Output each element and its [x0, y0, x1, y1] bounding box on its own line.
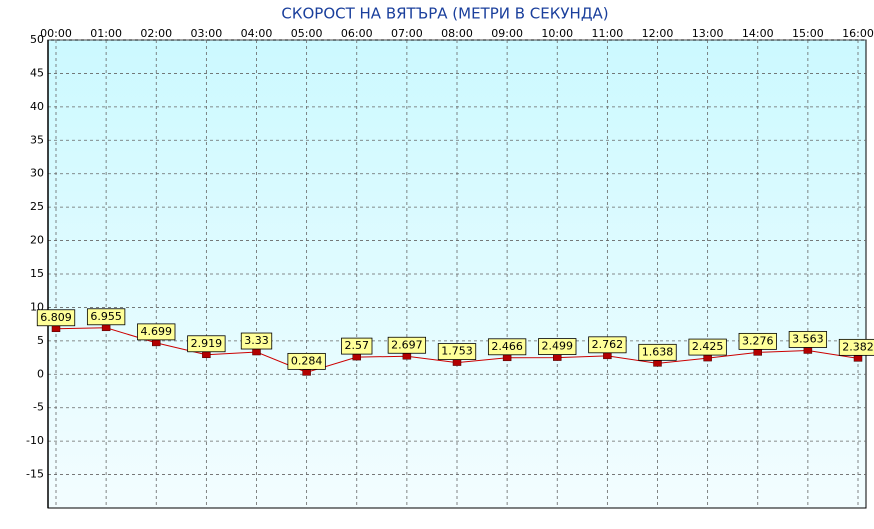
data-label: 6.955 [90, 310, 122, 323]
y-tick-label: -15 [26, 468, 44, 481]
x-tick-label: 14:00 [742, 27, 774, 40]
x-tick-label: 16:00 [842, 27, 874, 40]
data-label-box [240, 332, 273, 350]
data-label-box [36, 309, 76, 327]
data-label-box [137, 323, 176, 341]
data-marker [553, 354, 562, 361]
data-label: 2.425 [692, 340, 724, 353]
x-tick-label: 04:00 [241, 27, 273, 40]
data-marker [853, 355, 863, 362]
y-tick-label: 40 [30, 100, 44, 113]
data-marker [202, 351, 211, 359]
data-label: 2.919 [191, 337, 223, 350]
x-tick-label: 11:00 [592, 27, 624, 40]
data-marker [753, 349, 762, 356]
y-tick-label: -10 [26, 434, 44, 447]
data-marker [603, 352, 612, 360]
y-tick-label: 30 [30, 167, 44, 180]
data-label: 2.499 [542, 340, 574, 353]
data-label-box [688, 338, 727, 356]
data-label: 2.466 [491, 340, 523, 353]
data-marker [653, 360, 662, 367]
data-marker [502, 354, 512, 362]
y-tick-label: 5 [37, 334, 44, 347]
data-label: 6.809 [40, 311, 72, 324]
x-tick-label: 05:00 [291, 27, 323, 40]
data-label: 1.753 [441, 345, 473, 358]
data-label-box [788, 331, 828, 348]
data-label-box [187, 335, 226, 353]
data-marker [803, 347, 813, 354]
data-marker [101, 324, 111, 332]
data-label-box [738, 332, 777, 350]
x-tick-label: 13:00 [692, 27, 724, 40]
x-tick-label: 03:00 [191, 27, 223, 40]
x-tick-label: 15:00 [792, 27, 824, 40]
data-label-box [638, 343, 677, 361]
data-marker [402, 353, 412, 360]
data-label-box [437, 343, 477, 360]
y-tick-label: -5 [33, 401, 44, 414]
data-label: 0.284 [291, 354, 323, 367]
data-label: 4.699 [141, 325, 173, 338]
y-tick-label: 20 [30, 234, 44, 247]
data-marker [452, 359, 462, 366]
data-marker [703, 354, 712, 362]
data-label-box [588, 336, 627, 354]
data-label: 3.563 [792, 332, 824, 345]
data-marker [252, 348, 261, 356]
data-label: 1.638 [642, 345, 674, 358]
data-label: 2.382 [842, 340, 874, 353]
x-tick-label: 00:00 [40, 27, 72, 40]
x-tick-label: 01:00 [90, 27, 122, 40]
x-tick-label: 10:00 [541, 27, 573, 40]
data-label-box [287, 352, 326, 370]
data-label: 2.762 [592, 338, 624, 351]
x-tick-label: 07:00 [391, 27, 423, 40]
y-tick-label: 15 [30, 267, 44, 280]
data-label: 2.57 [345, 339, 370, 352]
y-tick-label: 0 [37, 367, 44, 380]
data-label: 3.276 [742, 334, 774, 347]
data-label-box [387, 336, 427, 354]
x-tick-label: 09:00 [491, 27, 523, 40]
chart-title: СКОРОСТ НА ВЯТЪРА (МЕТРИ В СЕКУНДА) [281, 5, 608, 23]
data-marker [152, 339, 161, 347]
data-marker [302, 369, 311, 376]
x-tick-label: 12:00 [642, 27, 674, 40]
y-tick-label: 50 [30, 33, 44, 46]
data-label-box [86, 308, 126, 326]
x-tick-label: 06:00 [341, 27, 373, 40]
x-tick-label: 02:00 [140, 27, 172, 40]
data-marker [51, 325, 61, 333]
data-label: 3.33 [244, 334, 269, 347]
data-label-box [838, 338, 874, 356]
y-tick-label: 45 [30, 66, 44, 79]
data-label-box [487, 338, 527, 356]
data-marker [352, 353, 361, 361]
y-tick-label: 35 [30, 133, 44, 146]
data-label-box [341, 337, 373, 355]
data-label-box [538, 338, 577, 355]
data-label: 2.697 [391, 338, 423, 351]
y-tick-label: 25 [30, 200, 44, 213]
x-tick-label: 08:00 [441, 27, 473, 40]
